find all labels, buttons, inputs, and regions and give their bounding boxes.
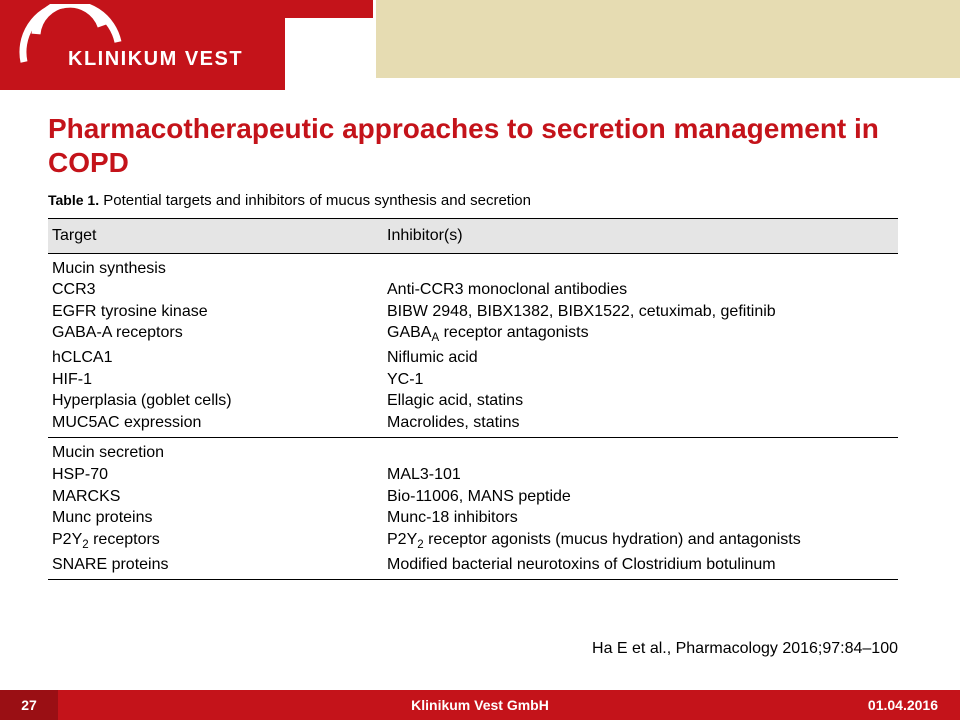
- cell-inhibitor: MAL3-101: [387, 464, 894, 486]
- table-row: HIF-1YC-1: [48, 369, 898, 391]
- footer-org: Klinikum Vest GmbH: [0, 697, 960, 713]
- footer: Klinikum Vest GmbH 27 01.04.2016: [0, 690, 960, 720]
- logo-arc-icon: [6, 4, 126, 84]
- cell-target: hCLCA1: [52, 347, 387, 369]
- cell-inhibitor: Modified bacterial neurotoxins of Clostr…: [387, 554, 894, 576]
- cell-inhibitor: Bio-11006, MANS peptide: [387, 486, 894, 508]
- cell-target: SNARE proteins: [52, 554, 387, 576]
- cell-target: Hyperplasia (goblet cells): [52, 390, 387, 412]
- cell-inhibitor: Niflumic acid: [387, 347, 894, 369]
- slide: KLINIKUM VEST Pharmacotherapeutic approa…: [0, 0, 960, 720]
- header-pipe: [373, 0, 376, 78]
- table-row: hCLCA1Niflumic acid: [48, 347, 898, 369]
- table-section-heading: Mucin secretion: [48, 442, 898, 464]
- cell-target: CCR3: [52, 279, 387, 301]
- cell-target: MUC5AC expression: [52, 412, 387, 434]
- table-section-heading: Mucin synthesis: [48, 258, 898, 280]
- table-body: Mucin synthesisCCR3Anti-CCR3 monoclonal …: [48, 254, 898, 581]
- cell-target: HIF-1: [52, 369, 387, 391]
- table-row: MUC5AC expressionMacrolides, statins: [48, 412, 898, 434]
- table-rule: [48, 579, 898, 580]
- table-row: MARCKSBio-11006, MANS peptide: [48, 486, 898, 508]
- cell-inhibitor: P2Y2 receptor agonists (mucus hydration)…: [387, 529, 894, 554]
- targets-table: Target Inhibitor(s) Mucin synthesisCCR3A…: [48, 218, 898, 580]
- table-row: P2Y2 receptorsP2Y2 receptor agonists (mu…: [48, 529, 898, 554]
- cell-inhibitor: BIBW 2948, BIBX1382, BIBX1522, cetuximab…: [387, 301, 894, 323]
- table-row: Hyperplasia (goblet cells)Ellagic acid, …: [48, 390, 898, 412]
- logo-box: KLINIKUM VEST: [0, 0, 285, 90]
- table-header-row: Target Inhibitor(s): [48, 219, 898, 253]
- table-caption-text: Potential targets and inhibitors of mucu…: [99, 192, 531, 209]
- cell-inhibitor: YC-1: [387, 369, 894, 391]
- col-header-inhibitor: Inhibitor(s): [387, 225, 894, 247]
- cell-inhibitor: Anti-CCR3 monoclonal antibodies: [387, 279, 894, 301]
- logo-text: KLINIKUM VEST: [68, 48, 243, 71]
- cell-target: Munc proteins: [52, 507, 387, 529]
- citation: Ha E et al., Pharmacology 2016;97:84–100: [592, 640, 898, 658]
- cell-target: HSP-70: [52, 464, 387, 486]
- cell-target: MARCKS: [52, 486, 387, 508]
- col-header-target: Target: [52, 225, 387, 247]
- header: KLINIKUM VEST: [0, 0, 960, 90]
- cell-inhibitor: GABAA receptor antagonists: [387, 322, 894, 347]
- cell-inhibitor: Munc-18 inhibitors: [387, 507, 894, 529]
- cell-inhibitor: Ellagic acid, statins: [387, 390, 894, 412]
- cell-inhibitor: Macrolides, statins: [387, 412, 894, 434]
- cell-target: EGFR tyrosine kinase: [52, 301, 387, 323]
- cell-target: GABA-A receptors: [52, 322, 387, 347]
- table-row: GABA-A receptorsGABAA receptor antagonis…: [48, 322, 898, 347]
- table-caption: Table 1. Potential targets and inhibitor…: [48, 192, 531, 209]
- table-row: Munc proteinsMunc-18 inhibitors: [48, 507, 898, 529]
- table-caption-label: Table 1.: [48, 192, 99, 208]
- header-tan-block: [375, 0, 960, 78]
- cell-target: P2Y2 receptors: [52, 529, 387, 554]
- table-row: CCR3Anti-CCR3 monoclonal antibodies: [48, 279, 898, 301]
- table-row: HSP-70MAL3-101: [48, 464, 898, 486]
- table-row: EGFR tyrosine kinaseBIBW 2948, BIBX1382,…: [48, 301, 898, 323]
- page-title: Pharmacotherapeutic approaches to secret…: [48, 112, 912, 179]
- table-row: SNARE proteinsModified bacterial neuroto…: [48, 554, 898, 576]
